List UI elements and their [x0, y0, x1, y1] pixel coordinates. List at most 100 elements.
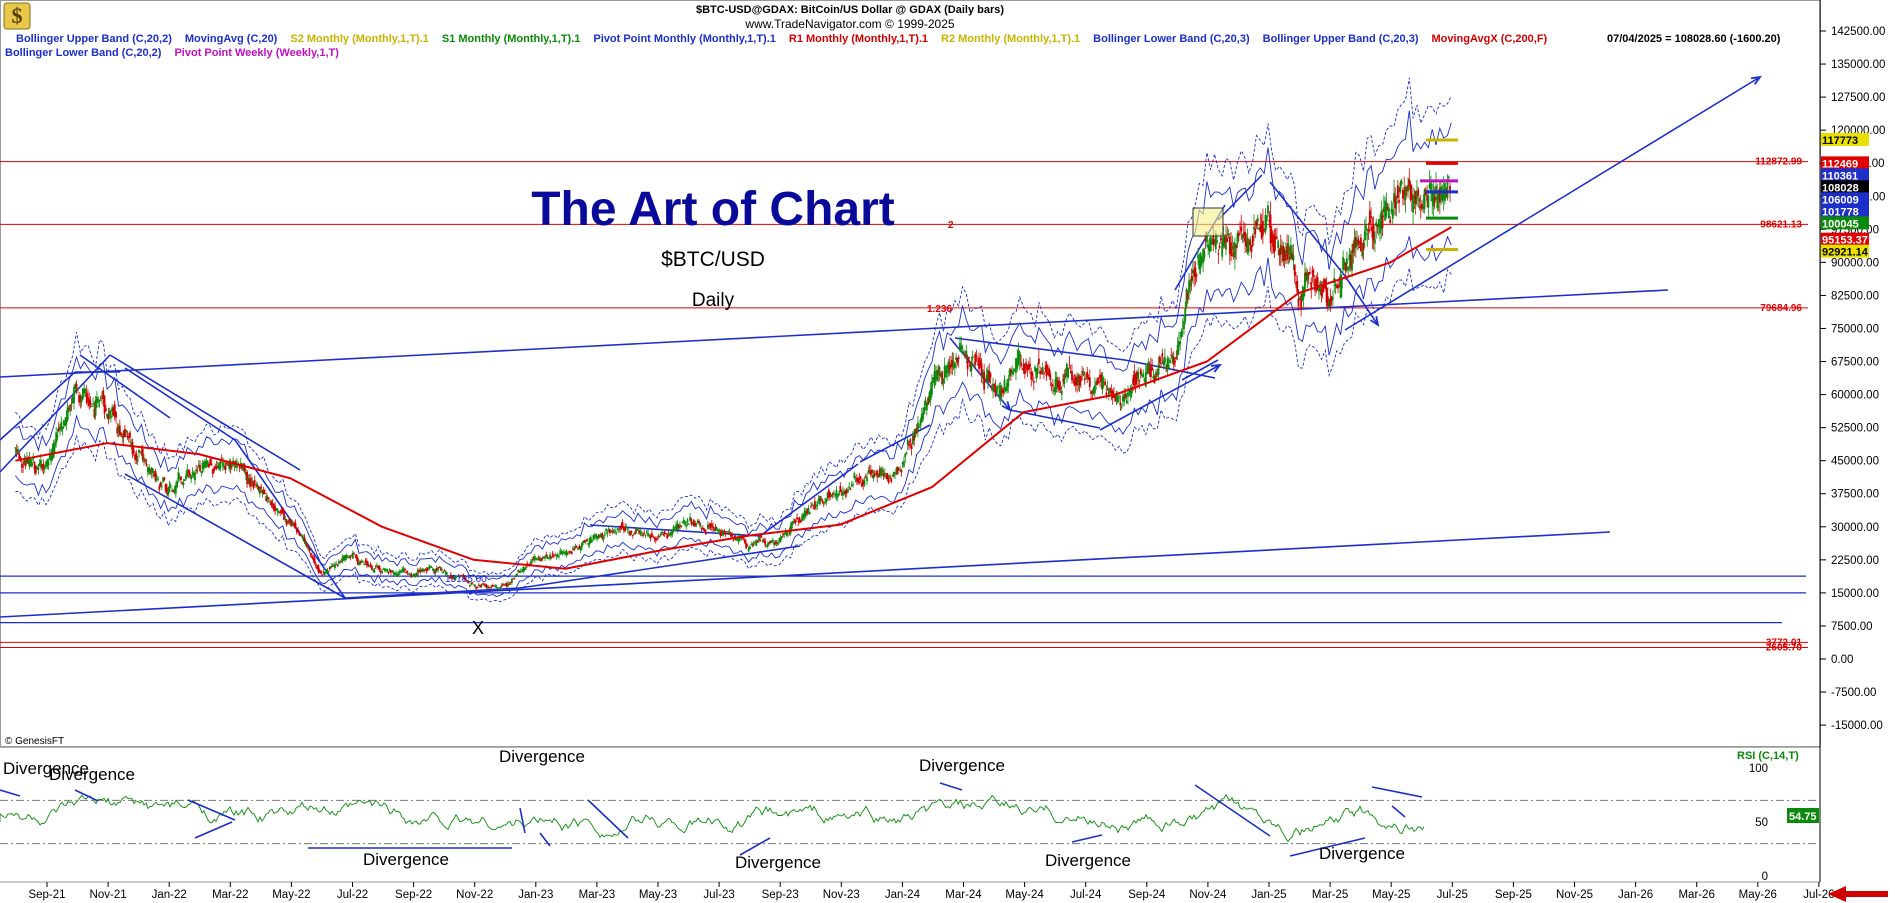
candle-body — [550, 556, 553, 558]
candle-body — [1371, 226, 1374, 238]
candle-body — [504, 584, 507, 586]
candle-body — [839, 485, 842, 493]
candle-body — [1074, 376, 1077, 386]
candle-body — [517, 569, 520, 572]
candle-body — [261, 490, 264, 494]
candle-body — [645, 531, 648, 533]
candle-body — [466, 581, 469, 583]
candle-body — [485, 584, 488, 588]
candle-body — [925, 402, 928, 411]
candle-body — [32, 458, 35, 460]
x-tick-label: Jul-24 — [1070, 889, 1102, 901]
candle-body — [671, 531, 674, 536]
candle-body — [1438, 187, 1441, 203]
arrowhead — [1001, 401, 1012, 412]
candle-body — [252, 481, 255, 489]
candle-body — [1072, 378, 1075, 381]
candle-body — [728, 532, 731, 535]
candle-body — [233, 463, 236, 466]
candle-body — [1384, 200, 1387, 221]
candle-body — [390, 570, 392, 573]
candle-body — [700, 527, 703, 529]
candle-body — [348, 556, 350, 558]
candle-body — [1109, 388, 1112, 391]
candle-body — [1040, 370, 1043, 375]
candle-body — [414, 574, 417, 578]
candle-body — [859, 476, 862, 479]
candle-body — [300, 535, 303, 538]
candle-body — [293, 523, 296, 527]
candle-body — [858, 477, 861, 481]
candle-body — [934, 370, 937, 380]
candle-body — [297, 529, 299, 532]
candle-body — [1248, 241, 1250, 246]
candle-body — [1414, 190, 1417, 204]
candle-body — [1295, 282, 1297, 285]
candle-body — [465, 579, 467, 581]
candle-body — [1143, 378, 1146, 382]
candle-body — [1323, 278, 1325, 288]
trendline — [1269, 181, 1346, 277]
candle-body — [640, 533, 643, 535]
candle-body — [887, 478, 890, 483]
candle-body — [687, 523, 690, 525]
candle-body — [1255, 221, 1258, 226]
candle-body — [111, 407, 114, 412]
candle-body — [824, 501, 826, 504]
candle-body — [41, 464, 44, 469]
candle-body — [948, 364, 951, 369]
candle-body — [1360, 237, 1362, 252]
trendline — [759, 463, 859, 537]
rsi-tick-label: 0 — [1762, 871, 1768, 883]
candle-body — [864, 475, 867, 478]
candle-body — [401, 568, 404, 572]
rsi-line — [0, 793, 1425, 843]
candle-body — [580, 542, 583, 548]
candle-body — [623, 527, 625, 531]
candle-body — [379, 570, 382, 573]
candle-body — [265, 496, 268, 502]
bollinger-band-line — [15, 110, 1452, 581]
candle-body — [811, 504, 814, 506]
candle-body — [1288, 256, 1291, 260]
candle-body — [1264, 215, 1267, 232]
candle-body — [708, 525, 711, 527]
y-tick-label: 0.00 — [1831, 654, 1853, 666]
candle-body — [981, 374, 984, 378]
candle-body — [1169, 359, 1171, 364]
candle-body — [117, 426, 120, 433]
candle-body — [707, 524, 709, 530]
candle-body — [29, 459, 32, 467]
candle-body — [470, 583, 473, 585]
candle-body — [126, 436, 129, 438]
candle-body — [1389, 219, 1392, 223]
candle-body — [1419, 205, 1422, 209]
candle-body — [284, 518, 287, 520]
candle-body — [532, 558, 535, 560]
candle-body — [752, 543, 755, 546]
candle-body — [943, 365, 946, 379]
x-tick-label: Mar-26 — [1678, 889, 1714, 901]
candle-body — [154, 471, 157, 481]
candle-body — [820, 498, 823, 500]
candle-body — [432, 568, 434, 571]
candle-body — [808, 511, 811, 514]
candle-body — [442, 572, 445, 574]
candle-body — [1366, 233, 1369, 235]
candle-body — [209, 459, 212, 466]
x-tick-label: May-23 — [639, 889, 677, 901]
candle-body — [345, 554, 348, 559]
candle-body — [973, 365, 975, 367]
candle-body — [317, 565, 320, 573]
candle-body — [1121, 396, 1124, 402]
candle-body — [796, 517, 798, 520]
candle-body — [424, 568, 427, 571]
x-tick-label: Jul-23 — [703, 889, 734, 901]
candle-body — [1417, 189, 1420, 196]
candle-body — [961, 347, 964, 349]
candle-body — [566, 552, 569, 554]
scroll-arrow-icon[interactable] — [1828, 886, 1888, 902]
candle-body — [350, 554, 353, 557]
candle-body — [1395, 203, 1398, 205]
candle-body — [569, 552, 572, 554]
